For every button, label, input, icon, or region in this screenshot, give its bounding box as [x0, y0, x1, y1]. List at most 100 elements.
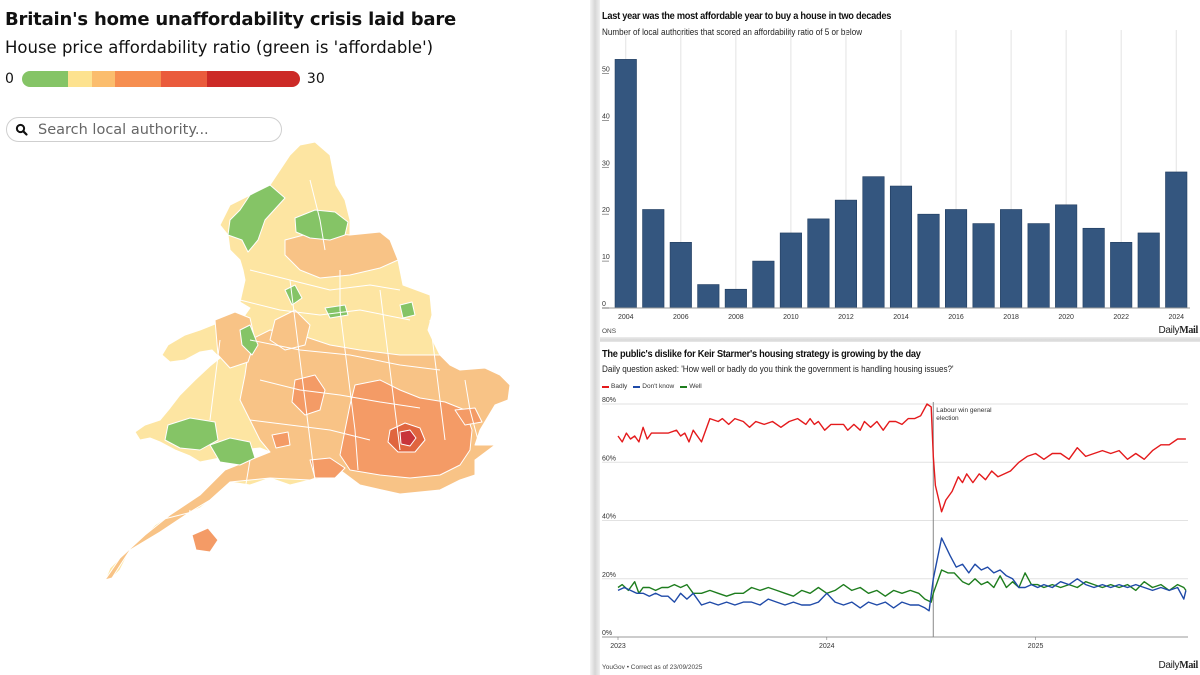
y-tick-label: 20 [602, 207, 610, 214]
bar-2017[interactable] [972, 223, 995, 309]
map-region-durham[interactable] [294, 209, 349, 241]
bar-2013[interactable] [862, 176, 885, 309]
x-tick-label: 2014 [893, 314, 909, 321]
annotation-label: Labour win general [936, 407, 992, 414]
y-tick-label: 10 [602, 254, 610, 261]
bar-2014[interactable] [889, 185, 913, 309]
bar-2011[interactable] [807, 218, 830, 309]
map-region-essex-patch[interactable] [454, 407, 483, 426]
bar-2008[interactable] [724, 288, 747, 309]
line-chart-panel: The public's dislike for Keir Starmer's … [600, 342, 1200, 675]
map-region-humber-green[interactable] [399, 301, 416, 319]
x-tick-label: 2022 [1113, 314, 1129, 321]
y-tick-label: 20% [602, 572, 616, 579]
legend-swatch [680, 385, 688, 388]
bar-2004[interactable] [614, 59, 637, 309]
map-boundaries [159, 179, 479, 561]
brand-bold: Mail [1179, 660, 1198, 671]
series-line-badly[interactable] [617, 403, 1186, 513]
choropleth-map[interactable] [100, 140, 520, 600]
bar-chart: 0 10 20 30 40 50 2004 2006 2008 2010 2012 2014 2016 2… [602, 30, 1190, 321]
legend-label: Badly [611, 383, 628, 390]
search-box[interactable] [6, 117, 282, 142]
map-region-valleys[interactable] [209, 437, 256, 466]
page-subtitle: House price affordability ratio (green i… [5, 38, 434, 57]
legend-color-step [67, 71, 92, 87]
legend-swatch [633, 385, 641, 388]
map-region-midlands[interactable] [269, 309, 311, 351]
line-chart-legend: Badly Don't know Well [602, 383, 702, 390]
bar-2016[interactable] [945, 209, 968, 309]
search-icon [15, 123, 28, 136]
legend-color-step [114, 71, 161, 87]
bar-2005[interactable] [642, 209, 665, 309]
map-region-bristol[interactable] [271, 431, 291, 449]
map-region-wales-south[interactable] [164, 417, 219, 451]
legend-color-step [91, 71, 115, 87]
map-region-central-london[interactable] [399, 429, 417, 447]
legend-color-step [21, 71, 68, 87]
bar-2018[interactable] [1000, 209, 1023, 309]
line-chart: 0% 20% 40% 60% 80% 2023 2024 2025 Labour win gen… [602, 397, 1188, 650]
series-line-don-t-know[interactable] [617, 537, 1187, 612]
map-region-lancs-green[interactable] [239, 324, 259, 356]
brand-bold: Mail [1179, 325, 1198, 336]
y-tick-label: 40 [602, 113, 610, 120]
y-tick-label: 30 [602, 160, 610, 167]
bar-2024[interactable] [1165, 171, 1188, 309]
bar-2021[interactable] [1082, 227, 1105, 309]
map-region-south[interactable] [104, 329, 511, 581]
x-tick-label: 2012 [838, 314, 854, 321]
legend-color-scale [21, 71, 300, 87]
map-region-cumbria-west[interactable] [227, 184, 286, 253]
x-tick-label: 2006 [673, 314, 689, 321]
map-region-oxfordshire[interactable] [291, 374, 326, 416]
map-panel: Britain's home unaffordability crisis la… [0, 0, 590, 675]
bar-2012[interactable] [834, 199, 857, 309]
legend-item-badly: Badly [602, 383, 627, 390]
y-tick-label: 0 [602, 301, 606, 308]
y-tick-label: 0% [602, 630, 612, 637]
map-region-devon-patch[interactable] [191, 527, 219, 553]
bar-chart-subtitle: Number of local authorities that scored … [602, 27, 863, 37]
y-tick-label: 60% [602, 455, 616, 462]
brand-logo: DailyMail [1158, 325, 1198, 336]
y-tick-label: 50 [602, 66, 610, 73]
x-tick-label: 2010 [783, 314, 799, 321]
annotation-label: election [936, 415, 959, 422]
bar-2010[interactable] [779, 232, 802, 309]
legend-max-label: 30 [306, 71, 325, 87]
series-line-well[interactable] [617, 569, 1187, 603]
x-tick-label: 2018 [1003, 314, 1019, 321]
page-title: Britain's home unaffordability crisis la… [5, 9, 457, 30]
x-tick-label: 2023 [610, 643, 626, 650]
bar-2007[interactable] [697, 284, 720, 309]
bar-2009[interactable] [752, 260, 775, 309]
bar-chart-panel: Last year was the most affordable year t… [600, 0, 1200, 338]
panel-divider [590, 0, 600, 675]
chart-separator [600, 337, 1200, 343]
bar-2006[interactable] [669, 242, 692, 309]
legend-min-label: 0 [5, 71, 14, 87]
x-tick-label: 2008 [728, 314, 744, 321]
bar-2015[interactable] [917, 213, 940, 309]
x-tick-label: 2025 [1028, 643, 1044, 650]
x-tick-label: 2020 [1058, 314, 1074, 321]
bar-2019[interactable] [1027, 223, 1050, 309]
legend-color-step [206, 71, 300, 87]
line-chart-subtitle: Daily question asked: 'How well or badly… [602, 364, 954, 374]
color-legend: 0 30 [5, 70, 325, 88]
legend-label: Well [689, 383, 702, 390]
search-input[interactable] [38, 121, 268, 138]
bar-2020[interactable] [1055, 204, 1078, 309]
brand-light: Daily [1158, 660, 1180, 671]
legend-label: Don't know [642, 383, 675, 390]
x-tick-label: 2024 [819, 643, 835, 650]
map-region-sheffield-green[interactable] [324, 304, 349, 319]
x-tick-label: 2004 [618, 314, 634, 321]
bar-2023[interactable] [1137, 232, 1160, 309]
map-region-yorkshire-green[interactable] [284, 284, 303, 306]
bar-chart-title: Last year was the most affordable year t… [602, 10, 892, 22]
brand-light: Daily [1158, 325, 1180, 336]
bar-2022[interactable] [1110, 242, 1133, 309]
